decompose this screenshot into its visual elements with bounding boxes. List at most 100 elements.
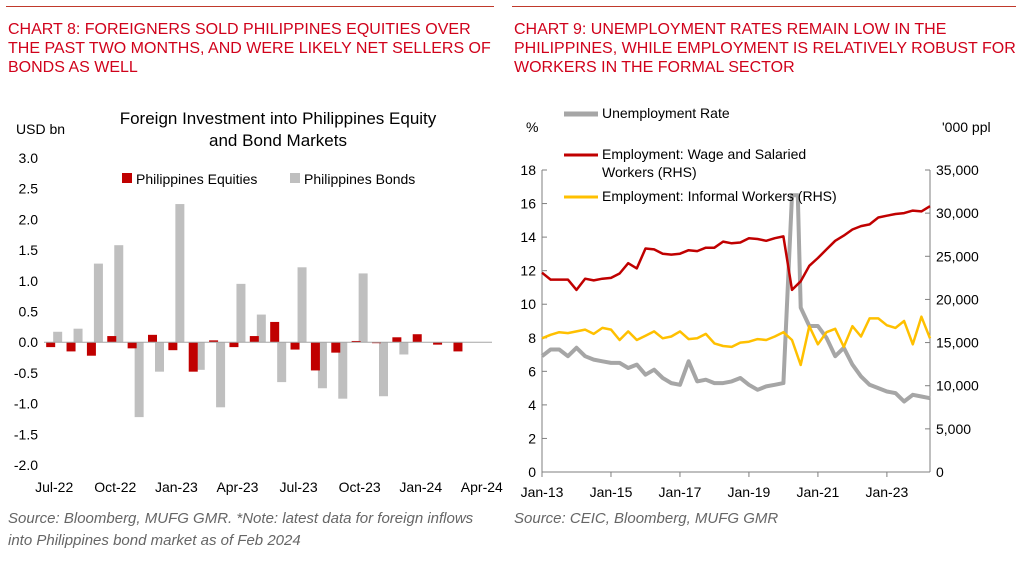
y-tick-label: 1.5 (19, 242, 39, 258)
x-tick-label: Jan-13 (521, 484, 564, 500)
chart-9-heading: CHART 9: UNEMPLOYMENT RATES REMAIN LOW I… (514, 21, 1016, 76)
y2-tick-label: 5,000 (936, 421, 971, 437)
chart-9-plot: % '000 ppl 18 16 14 12 10 8 6 4 2 0 35,000 30,000 25,0… (520, 105, 991, 500)
bar-equities (351, 340, 361, 343)
bar-equities (290, 342, 300, 350)
y-tick-label: 12 (520, 263, 536, 279)
bar-bonds (358, 273, 368, 343)
bar-equities (168, 342, 178, 351)
bar-equities (270, 321, 280, 343)
x-tick-label: Jan-24 (399, 479, 442, 495)
y2-tick-label: 35,000 (936, 162, 979, 178)
chart-9-source: Source: CEIC, Bloomberg, MUFG GMR (514, 510, 779, 527)
y2-tick-label: 25,000 (936, 248, 979, 264)
legend-swatch-bonds (290, 173, 300, 183)
bar-equities (453, 342, 463, 352)
y-tick-label: 0.0 (19, 334, 39, 350)
y-tick-label: -1.5 (14, 426, 38, 442)
chart-9-panel: CHART 9: UNEMPLOYMENT RATES REMAIN LOW I… (506, 0, 1022, 562)
legend-label-line: Unemployment Rate (602, 105, 730, 121)
x-tick-label: Jul-22 (35, 479, 73, 495)
bar-bonds (256, 314, 266, 343)
y-tick-label: 1.0 (19, 273, 39, 289)
y-tick-label: 4 (528, 397, 536, 413)
y-tick-label: 0.5 (19, 304, 39, 320)
chart-8-panel: CHART 8: FOREIGNERS SOLD PHILIPPINES EQU… (0, 0, 503, 562)
y2-tick-label: 15,000 (936, 335, 979, 351)
x-tick-label: Jan-17 (659, 484, 702, 500)
y-tick-label: 8 (528, 330, 536, 346)
series-line-informal (541, 315, 932, 367)
y-tick-label: 2.0 (19, 211, 39, 227)
bar-bonds (155, 342, 164, 372)
bar-bonds (277, 342, 287, 383)
bar-bonds (399, 342, 409, 355)
y-tick-label: -0.5 (14, 365, 38, 381)
legend-label-bonds: Philippines Bonds (304, 171, 415, 187)
bar-equities (148, 334, 157, 343)
bar-equities (310, 342, 320, 371)
bar-equities (209, 340, 219, 343)
chart-title-line: and Bond Markets (209, 131, 347, 150)
x-tick-label: Jan-19 (728, 484, 771, 500)
x-tick-label: Jan-23 (155, 479, 198, 495)
x-tick-label: Oct-22 (94, 479, 136, 495)
y2-tick-label: 0 (936, 464, 944, 480)
y2-tick-label: 20,000 (936, 291, 979, 307)
y-tick-label: 2 (528, 430, 536, 446)
y-tick-label: 0 (528, 464, 536, 480)
bar-bonds (236, 283, 246, 343)
x-tick-label: Jan-23 (865, 484, 908, 500)
heading-rule (6, 6, 494, 7)
x-tick-label: Apr-23 (216, 479, 258, 495)
x-tick-label: Oct-23 (339, 479, 381, 495)
y-axis-label: % (526, 119, 538, 135)
y-tick-label: 18 (520, 162, 536, 178)
chart-title-line: Foreign Investment into Philippines Equi… (120, 109, 437, 128)
bar-equities (107, 336, 117, 343)
bar-equities (127, 342, 137, 349)
legend-label-equities: Philippines Equities (136, 171, 257, 187)
y2-tick-label: 10,000 (936, 378, 979, 394)
bar-bonds (134, 342, 144, 418)
bar-equities (392, 337, 402, 343)
bar-equities (433, 342, 443, 345)
legend-label: Employment: Informal Workers (RHS) (602, 188, 837, 204)
series-line-unemployment (540, 193, 931, 404)
series-line-wage-salaried (541, 205, 931, 292)
y2-axis-label: '000 ppl (942, 119, 991, 135)
bar-equities (229, 342, 239, 348)
x-tick-label: Apr-24 (461, 479, 503, 495)
legend-label-line: Employment: Wage and Salaried (602, 146, 806, 162)
x-tick-label: Jul-23 (279, 479, 317, 495)
bar-bonds (73, 328, 83, 343)
y-tick-label: 6 (528, 363, 536, 379)
bar-bonds (297, 267, 307, 343)
chart-8-plot: Foreign Investment into Philippines Equi… (14, 109, 503, 495)
x-tick-label: Jan-21 (797, 484, 840, 500)
bar-equities (412, 334, 422, 343)
y-tick-label: -1.0 (14, 396, 38, 412)
y-tick-label: 14 (520, 229, 536, 245)
bar-equities (86, 342, 96, 356)
y-tick-label: 3.0 (19, 150, 39, 166)
y-axis-label: USD bn (16, 121, 65, 137)
bar-bonds (93, 263, 103, 343)
bar-bonds (379, 342, 388, 397)
bar-bonds (53, 331, 63, 343)
y2-tick-label: 30,000 (936, 205, 979, 221)
chart-title: Foreign Investment into Philippines Equi… (120, 109, 437, 150)
legend-swatch-equities (122, 173, 132, 183)
legend-label-line: Workers (RHS) (602, 164, 697, 180)
bar-bonds (317, 342, 327, 389)
bar-equities (46, 342, 56, 348)
bar-equities (188, 342, 198, 372)
x-tick-label: Jan-15 (590, 484, 633, 500)
legend-label: Employment: Wage and Salaried Workers (RH… (602, 146, 806, 180)
y-tick-label: 10 (520, 296, 536, 312)
heading-rule (512, 6, 1016, 7)
legend-label: Unemployment Rate (602, 105, 730, 121)
legend-label-line: Employment: Informal Workers (RHS) (602, 188, 837, 204)
bar-bonds (216, 342, 226, 408)
bar-equities (66, 342, 76, 352)
